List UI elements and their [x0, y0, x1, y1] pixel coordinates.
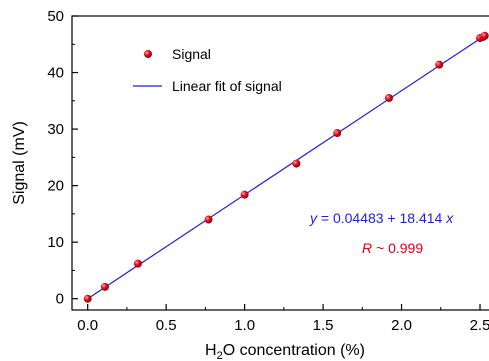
y-axis-ticks: 0 10 20 30 40 50 — [47, 8, 78, 308]
data-point — [292, 159, 301, 168]
r-value: R ~ 0.999 — [362, 240, 423, 256]
r-value-body: ~ 0.999 — [372, 240, 423, 256]
data-point — [133, 259, 142, 268]
data-point — [435, 60, 444, 69]
data-point — [384, 93, 393, 102]
data-points — [83, 31, 489, 303]
fit-equation: y = 0.04483 + 18.414 x — [309, 210, 454, 226]
legend-fit-label: Linear fit of signal — [172, 78, 282, 94]
x-tick-label: 1.5 — [313, 317, 334, 334]
data-point — [333, 129, 342, 138]
x-axis-title-subscript: 2 — [217, 350, 223, 361]
x-tick-label: 0.5 — [156, 317, 177, 334]
data-point — [240, 190, 249, 199]
x-tick-label: 1.0 — [234, 317, 255, 334]
y-tick-label: 10 — [47, 234, 64, 251]
legend-signal-marker — [144, 50, 152, 58]
legend-signal-label: Signal — [172, 46, 211, 62]
r-value-var: R — [362, 240, 372, 256]
data-point — [204, 215, 213, 224]
data-point — [100, 282, 109, 291]
x-tick-label: 2.0 — [391, 317, 412, 334]
fit-equation-x: x — [445, 210, 454, 226]
x-axis-ticks: 0.0 0.5 1.0 1.5 2.0 2.5 — [77, 304, 489, 334]
y-tick-label: 30 — [47, 121, 64, 138]
x-tick-label: 0.0 — [77, 317, 98, 334]
fit-line — [87, 33, 489, 300]
x-axis-title-main: H — [205, 342, 217, 359]
x-tick-label: 2.5 — [470, 317, 489, 334]
fit-equation-body: = 0.04483 + 18.414 — [317, 210, 446, 226]
fit-equation-y: y — [309, 210, 318, 226]
y-tick-label: 20 — [47, 178, 64, 195]
x-axis-title-rest: O concentration (%) — [223, 342, 365, 359]
y-axis-title: Signal (mV) — [11, 121, 28, 205]
data-point — [480, 31, 489, 40]
data-point — [83, 294, 92, 303]
legend: Signal Linear fit of signal — [133, 46, 282, 94]
plot-frame — [71, 15, 489, 311]
y-tick-label: 0 — [56, 291, 64, 308]
y-tick-label: 50 — [47, 8, 64, 25]
y-tick-label: 40 — [47, 65, 64, 82]
x-axis-title: H2O concentration (%) — [205, 342, 365, 361]
